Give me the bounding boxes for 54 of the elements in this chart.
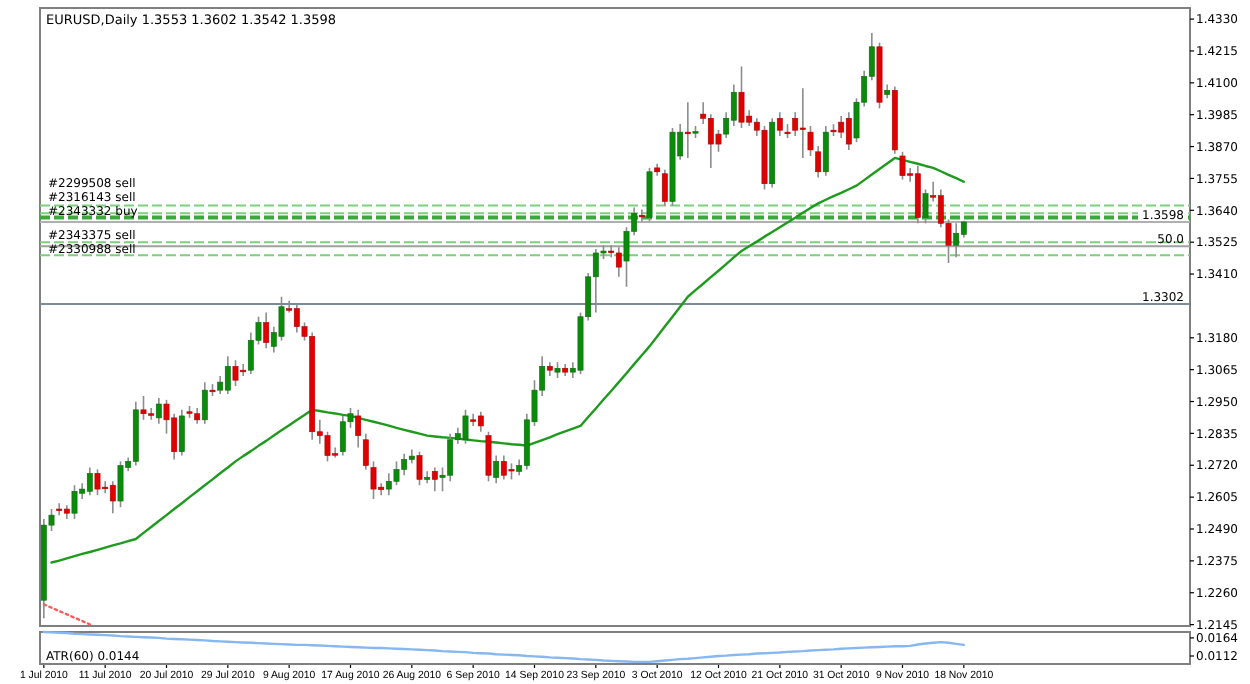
candlestick <box>263 311 270 350</box>
candlestick <box>953 222 960 258</box>
candlestick <box>792 111 799 137</box>
candlestick <box>661 169 668 207</box>
candlestick <box>401 452 408 477</box>
candlestick <box>86 466 93 496</box>
candlestick <box>393 460 400 487</box>
candlestick <box>109 480 116 515</box>
candlestick <box>385 472 392 496</box>
candlestick <box>431 466 438 493</box>
candlestick <box>899 151 906 181</box>
candlestick <box>838 115 845 139</box>
candlestick <box>738 65 745 129</box>
candlestick <box>646 167 653 223</box>
candlestick <box>224 355 231 395</box>
candlestick <box>845 111 852 151</box>
candlestick <box>462 409 469 445</box>
candlestick <box>799 87 806 159</box>
candlestick <box>500 454 507 481</box>
candlestick <box>684 101 691 159</box>
candlestick <box>424 470 431 485</box>
candlestick <box>914 164 921 225</box>
candlestick <box>240 363 247 377</box>
candlestick <box>117 460 124 508</box>
candlestick <box>776 111 783 137</box>
candlestick <box>339 415 346 457</box>
candlestick <box>102 480 109 495</box>
candlestick <box>638 208 645 223</box>
candlestick <box>477 410 484 433</box>
candlestick <box>71 484 78 520</box>
candlestick <box>155 397 162 425</box>
candlestick <box>922 188 929 225</box>
candlestick <box>293 304 300 334</box>
candlestick <box>493 454 500 485</box>
candlestick <box>592 248 599 314</box>
candlestick <box>94 468 101 496</box>
candlestick <box>355 409 362 449</box>
line-series <box>50 156 966 564</box>
candlestick <box>730 83 737 127</box>
candlestick <box>140 395 147 421</box>
candlestick <box>485 430 492 483</box>
candlestick <box>447 432 454 483</box>
line-series <box>42 630 966 664</box>
candlestick <box>56 502 63 516</box>
line-series <box>42 603 92 626</box>
candlestick <box>178 409 185 457</box>
candlestick <box>416 450 423 487</box>
candlestick <box>201 381 208 425</box>
candlestick <box>822 125 829 177</box>
candlestick <box>470 412 477 427</box>
candlestick <box>232 359 239 387</box>
candlestick <box>615 246 622 278</box>
candlestick <box>148 407 155 421</box>
candlestick <box>707 113 714 169</box>
